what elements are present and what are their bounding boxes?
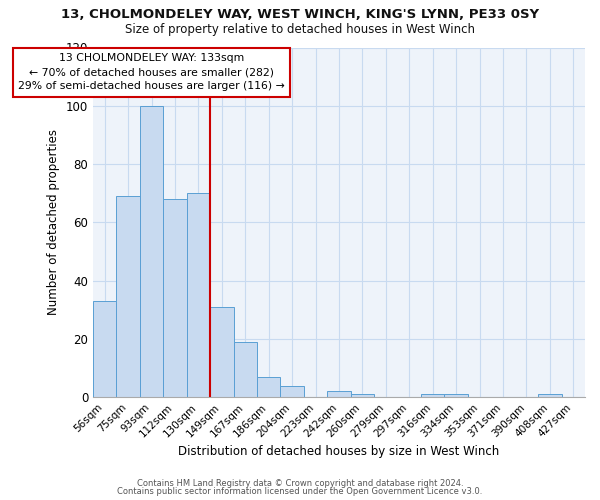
Text: 13 CHOLMONDELEY WAY: 133sqm
← 70% of detached houses are smaller (282)
29% of se: 13 CHOLMONDELEY WAY: 133sqm ← 70% of det… bbox=[18, 54, 285, 92]
Bar bbox=[163, 199, 187, 397]
Text: Contains public sector information licensed under the Open Government Licence v3: Contains public sector information licen… bbox=[118, 487, 482, 496]
X-axis label: Distribution of detached houses by size in West Winch: Distribution of detached houses by size … bbox=[178, 444, 500, 458]
Bar bbox=[93, 301, 116, 397]
Bar bbox=[445, 394, 468, 397]
Bar bbox=[421, 394, 445, 397]
Bar bbox=[327, 392, 351, 397]
Bar bbox=[538, 394, 562, 397]
Bar bbox=[233, 342, 257, 397]
Bar bbox=[351, 394, 374, 397]
Bar bbox=[210, 307, 233, 397]
Y-axis label: Number of detached properties: Number of detached properties bbox=[47, 130, 60, 316]
Bar bbox=[257, 377, 280, 397]
Text: Size of property relative to detached houses in West Winch: Size of property relative to detached ho… bbox=[125, 22, 475, 36]
Bar bbox=[187, 193, 210, 397]
Bar bbox=[116, 196, 140, 397]
Bar bbox=[140, 106, 163, 397]
Bar bbox=[280, 386, 304, 397]
Text: Contains HM Land Registry data © Crown copyright and database right 2024.: Contains HM Land Registry data © Crown c… bbox=[137, 478, 463, 488]
Text: 13, CHOLMONDELEY WAY, WEST WINCH, KING'S LYNN, PE33 0SY: 13, CHOLMONDELEY WAY, WEST WINCH, KING'S… bbox=[61, 8, 539, 20]
